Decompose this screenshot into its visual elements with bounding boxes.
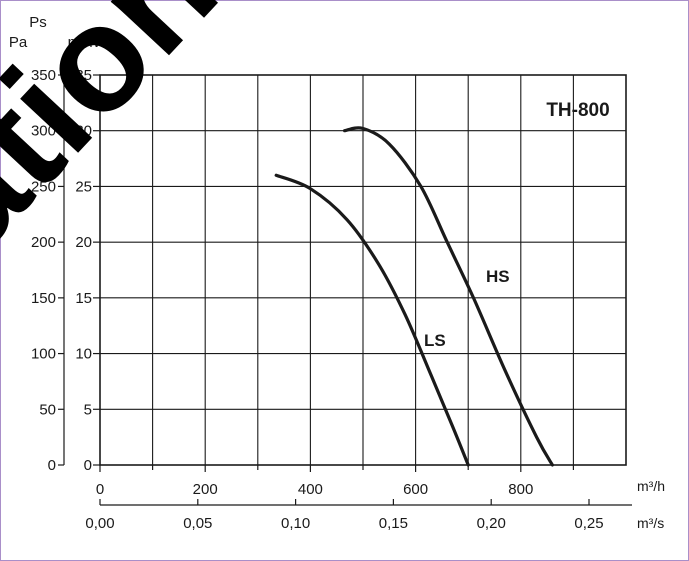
x-axis-m3s: 0,00 0,05 0,10 0,15 0,20 0,25 [85,499,632,532]
curve-hs [343,126,554,467]
x-tick-label-m3h: 800 [508,481,533,498]
x-tick-label-m3h: 600 [403,481,428,498]
y-tick-label-pa: 350 [31,67,56,84]
y-tick-label-mmwg: 30 [75,123,92,140]
y-tick-label-pa: 200 [31,234,56,251]
y-axis-unit-mmwg: mmWG [68,34,119,51]
x-tick-label-m3s: 0,15 [379,515,408,532]
x-tick-label-m3s: 0,25 [574,515,603,532]
y-axis-unit-pa: Pa [9,34,28,51]
chart-title: TH-800 [546,100,609,121]
y-axis-symbol: Ps [29,14,47,31]
y-tick-label-mmwg: 20 [75,234,92,251]
curve-label-hs: HS [486,267,510,286]
y-tick-label-pa: 150 [31,290,56,307]
y-tick-label-pa: 50 [39,401,56,418]
x-axis-unit-m3h: m³/h [637,478,665,494]
curve-label-ls: LS [424,331,446,350]
curve-ls [274,173,470,467]
y-tick-label-pa: 300 [31,123,56,140]
x-axis-m3h: 0 200 400 600 800 [96,465,575,498]
x-axis-unit-m3s: m³/s [637,515,664,531]
y-tick-label-mmwg: 25 [75,178,92,195]
x-tick-label-m3h: 200 [193,481,218,498]
y-tick-label-pa: 100 [31,346,56,363]
y-tick-label-pa: 0 [48,457,56,474]
y-axis: 0 50 100 150 200 250 300 350 0 5 10 15 20 25 30 35 [31,67,100,474]
y-tick-label-mmwg: 15 [75,290,92,307]
y-tick-label-mmwg: 5 [84,401,92,418]
y-tick-label-mmwg: 0 [84,457,92,474]
y-tick-label-mmwg: 10 [75,346,92,363]
x-tick-label-m3s: 0,10 [281,515,310,532]
grid [100,75,626,465]
x-tick-label-m3h: 0 [96,481,104,498]
x-tick-label-m3s: 0,05 [183,515,212,532]
x-tick-label-m3h: 400 [298,481,323,498]
curves: LS HS [274,126,554,467]
x-tick-label-m3s: 0,00 [85,515,114,532]
y-tick-label-pa: 250 [31,178,56,195]
x-tick-label-m3s: 0,20 [477,515,506,532]
y-tick-label-mmwg: 35 [75,67,92,84]
